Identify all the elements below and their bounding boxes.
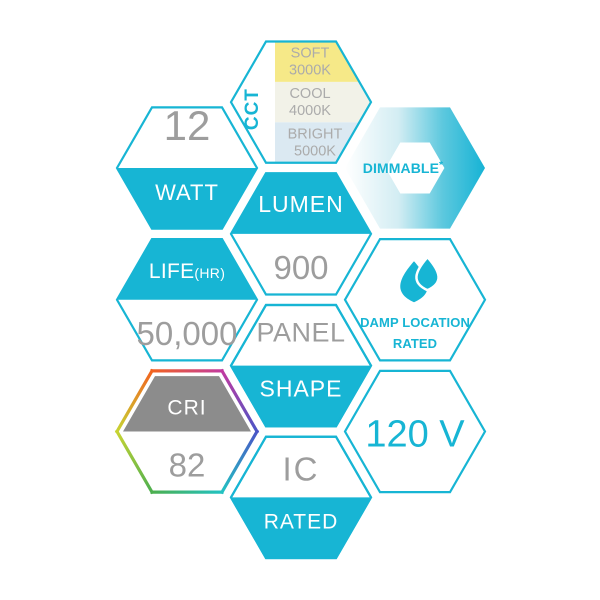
svg-text:RATED: RATED bbox=[393, 336, 437, 351]
svg-text:CRI: CRI bbox=[167, 397, 206, 420]
svg-text:120 V: 120 V bbox=[365, 414, 465, 456]
svg-text:RATED: RATED bbox=[264, 510, 339, 533]
svg-text:COOL: COOL bbox=[289, 86, 330, 102]
svg-text:4000K: 4000K bbox=[289, 103, 331, 119]
svg-text:82: 82 bbox=[169, 447, 206, 484]
svg-text:SHAPE: SHAPE bbox=[260, 376, 343, 402]
svg-text:DIMMABLE*: DIMMABLE* bbox=[363, 159, 444, 176]
svg-text:IC: IC bbox=[283, 450, 320, 487]
svg-text:3000K: 3000K bbox=[289, 63, 331, 79]
svg-text:12: 12 bbox=[164, 102, 211, 149]
svg-text:DAMP LOCATION: DAMP LOCATION bbox=[360, 315, 470, 330]
svg-text:CCT: CCT bbox=[242, 88, 263, 130]
svg-text:WATT: WATT bbox=[155, 180, 219, 205]
svg-text:50,000: 50,000 bbox=[137, 315, 238, 352]
svg-text:SOFT: SOFT bbox=[291, 46, 330, 62]
svg-text:900: 900 bbox=[273, 249, 328, 286]
svg-text:BRIGHT: BRIGHT bbox=[288, 127, 343, 143]
svg-text:LUMEN: LUMEN bbox=[258, 191, 344, 217]
svg-text:5000K: 5000K bbox=[294, 144, 336, 160]
svg-text:PANEL: PANEL bbox=[256, 318, 345, 348]
